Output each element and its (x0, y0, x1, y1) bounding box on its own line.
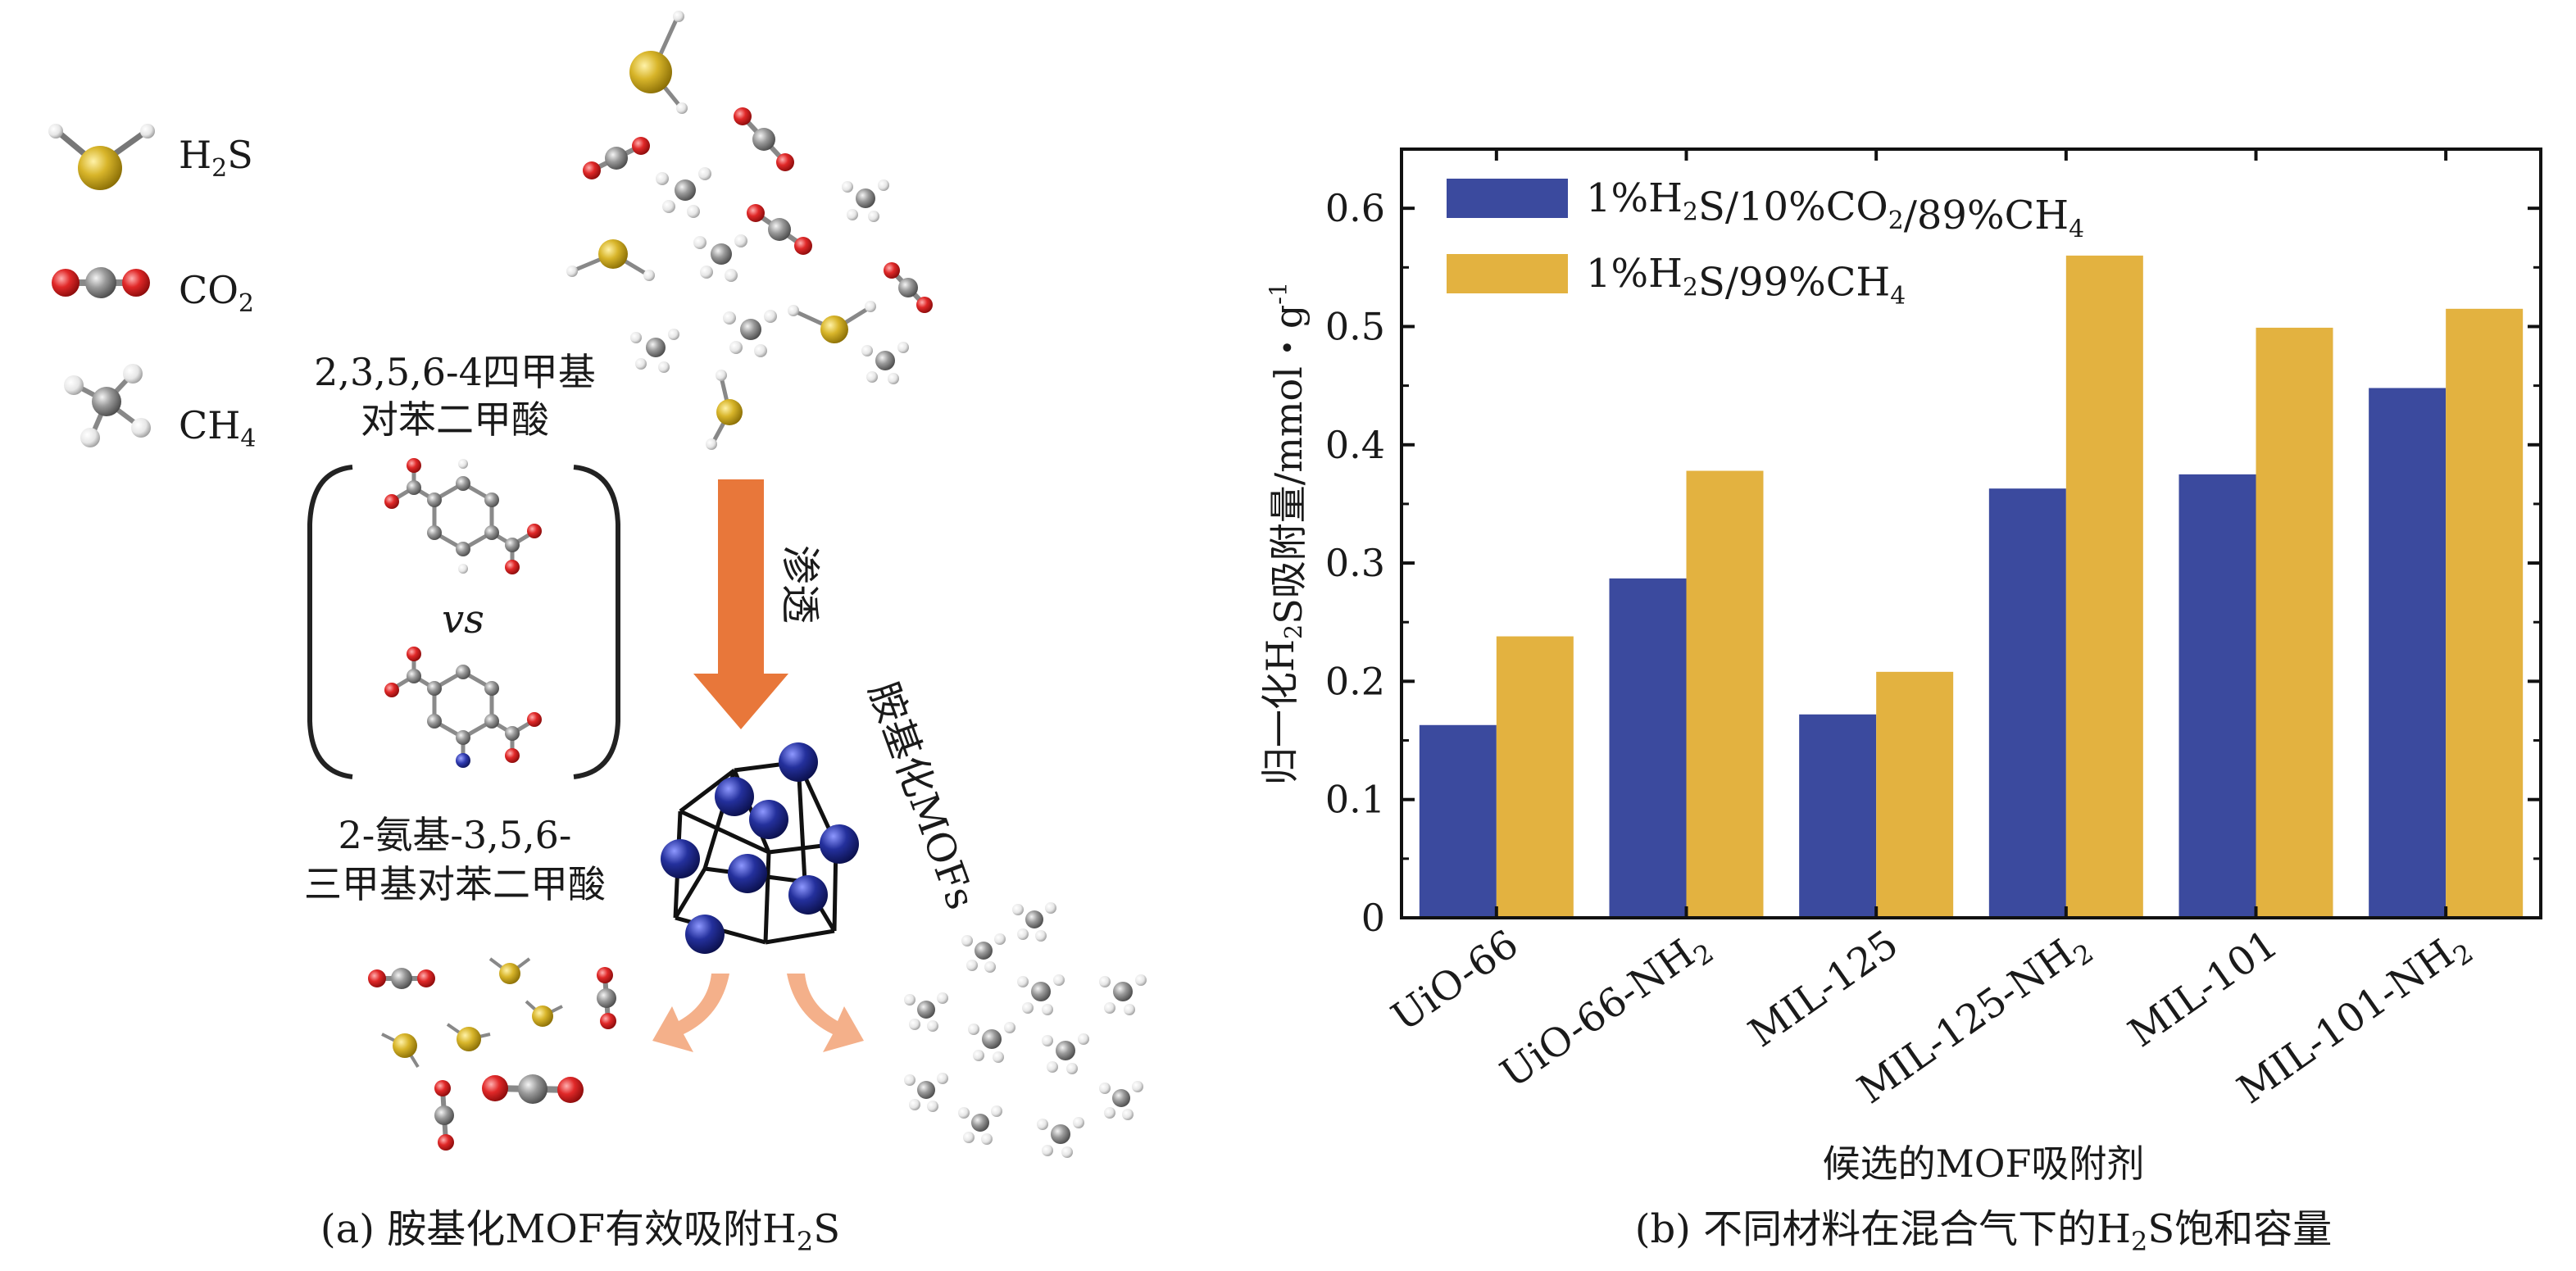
linker-top-label-line2: 对苯二甲酸 (361, 397, 549, 442)
caption-a: (a) 胺基化MOF有效吸附H2S (320, 1206, 840, 1257)
linker-bottom-label-line1: 2-氨基-3,5,6- (338, 813, 572, 857)
ch4-molecule (656, 167, 711, 218)
bar-mil-125-nh2-series-1 (1988, 488, 2066, 918)
molecule-legend: H2S CO2 CH4 (48, 124, 256, 453)
y-tick-label: 0.4 (1325, 423, 1385, 467)
ch4-molecule (693, 234, 747, 282)
x-tick-label: UiO-66 (1383, 921, 1527, 1041)
mof-metal-nodes (661, 742, 859, 954)
ch4-molecule (904, 992, 948, 1032)
x-axis-title: 候选的MOF吸附剂 (1823, 1142, 2145, 1186)
bar-mil-101-series-2 (2256, 327, 2333, 918)
ch4-legend-icon (64, 364, 151, 447)
bar-mil-101-nh2-series-2 (2446, 308, 2524, 918)
h2s-molecule (446, 1023, 491, 1051)
bar-uio-66-series-2 (1496, 636, 1574, 918)
ch4-molecule (904, 1073, 948, 1112)
co2-legend-label: CO2 (179, 268, 254, 318)
co2-molecule (747, 204, 812, 255)
mof-label: 胺基化MOFs (860, 676, 984, 915)
plot-frame (1400, 148, 2542, 919)
co2-molecule (368, 968, 435, 989)
co2-molecule (482, 1074, 584, 1104)
chart-legend: 1%H2S/10%CO2/89%CH4 1%H2S/99%CH4 (1447, 175, 2084, 311)
legend-label-series-1: 1%H2S/10%CO2/89%CH4 (1586, 175, 2084, 244)
h2s-molecule (381, 1033, 420, 1069)
h2s-molecule (488, 957, 531, 984)
ch4-molecule (842, 179, 889, 222)
y-axis: 0 0.1 0.2 0.3 0.4 0.5 0.6 (1325, 148, 2541, 940)
legend-swatch-series-1 (1447, 179, 1568, 218)
ch4-molecule (961, 933, 1006, 973)
caption-b: (b) 不同材料在混合气下的H2S饱和容量 (1635, 1206, 2333, 1257)
y-tick-label: 0.2 (1325, 659, 1385, 703)
h2s-molecule (566, 239, 655, 281)
amino-trimethyl-terephthalic-acid-molecule (384, 647, 542, 768)
permeate-ch4-molecules (904, 902, 1147, 1158)
h2s-molecule (788, 301, 876, 343)
tetramethyl-terephthalic-acid-molecule (384, 458, 542, 574)
right-bracket (573, 465, 620, 779)
legend-swatch-series-2 (1447, 254, 1568, 293)
ch4-molecule (1017, 974, 1065, 1015)
ch4-molecule (1037, 1117, 1084, 1158)
ch4-molecule (1042, 1033, 1089, 1074)
bar-uio-66-series-1 (1419, 724, 1497, 918)
ch4-molecule (1012, 902, 1056, 942)
bar-uio-66-nh2-series-1 (1609, 578, 1687, 918)
ch4-molecule (861, 342, 909, 384)
ch4-molecule (723, 310, 777, 357)
bar-mil-125-nh2-series-2 (2065, 255, 2143, 918)
legend-label-series-2: 1%H2S/99%CH4 (1586, 251, 1906, 311)
bar-uio-66-nh2-series-2 (1686, 470, 1764, 918)
co2-legend-icon (52, 267, 150, 298)
gas-mixture-molecules (566, 11, 933, 450)
y-tick-label: 0.6 (1325, 186, 1385, 230)
ch4-molecule (1099, 974, 1147, 1015)
co2-molecule (884, 262, 933, 313)
co2-molecule (734, 107, 794, 171)
retained-h2s-co2-molecules (368, 957, 616, 1151)
permeation-label: 渗透 (777, 545, 823, 624)
x-tick-label: UiO-66-NH2 (1492, 921, 1720, 1101)
y-tick-label: 0.3 (1325, 541, 1385, 585)
vs-label: vs (442, 597, 484, 642)
h2s-molecule (525, 1000, 563, 1027)
ch4-molecule (1099, 1081, 1143, 1120)
split-arrow-left (652, 974, 729, 1052)
ch4-molecule (630, 329, 679, 373)
x-tick-label: MIL-101 (2120, 921, 2286, 1056)
left-bracket (307, 465, 353, 779)
ch4-molecule (968, 1022, 1015, 1063)
y-axis-title: 归一化H2S吸附量/mmol・g-1 (1258, 282, 1311, 785)
bar-mil-125-series-2 (1876, 671, 1954, 918)
bar-mil-101-nh2-series-1 (2369, 388, 2447, 918)
y-tick-label: 0 (1361, 896, 1385, 940)
ch4-legend-label: CH4 (179, 403, 256, 453)
y-tick-label: 0.5 (1325, 304, 1385, 348)
linker-bottom-label-line2: 三甲基对苯二甲酸 (304, 862, 606, 906)
co2-molecule (434, 1080, 454, 1151)
permeation-arrow (693, 479, 788, 729)
split-arrow-right (787, 974, 864, 1052)
linker-top-label-line1: 2,3,5,6-4四甲基 (314, 350, 596, 394)
bar-marks (1419, 255, 2524, 918)
co2-molecule (583, 137, 650, 179)
ch4-molecule (958, 1105, 1002, 1145)
h2s-molecule (629, 11, 688, 114)
panel-a: H2S CO2 CH4 2,3,5,6-4四甲基 (48, 11, 1147, 1257)
bar-mil-101-series-1 (2178, 474, 2256, 918)
h2s-molecule (706, 370, 743, 450)
x-tick-label: MIL-125 (1741, 921, 1906, 1056)
y-tick-label: 0.1 (1325, 778, 1385, 822)
bar-mil-125-series-1 (1799, 714, 1877, 918)
co2-molecule (597, 967, 616, 1029)
h2s-legend-label: H2S (179, 133, 253, 183)
h2s-legend-icon (48, 124, 155, 190)
